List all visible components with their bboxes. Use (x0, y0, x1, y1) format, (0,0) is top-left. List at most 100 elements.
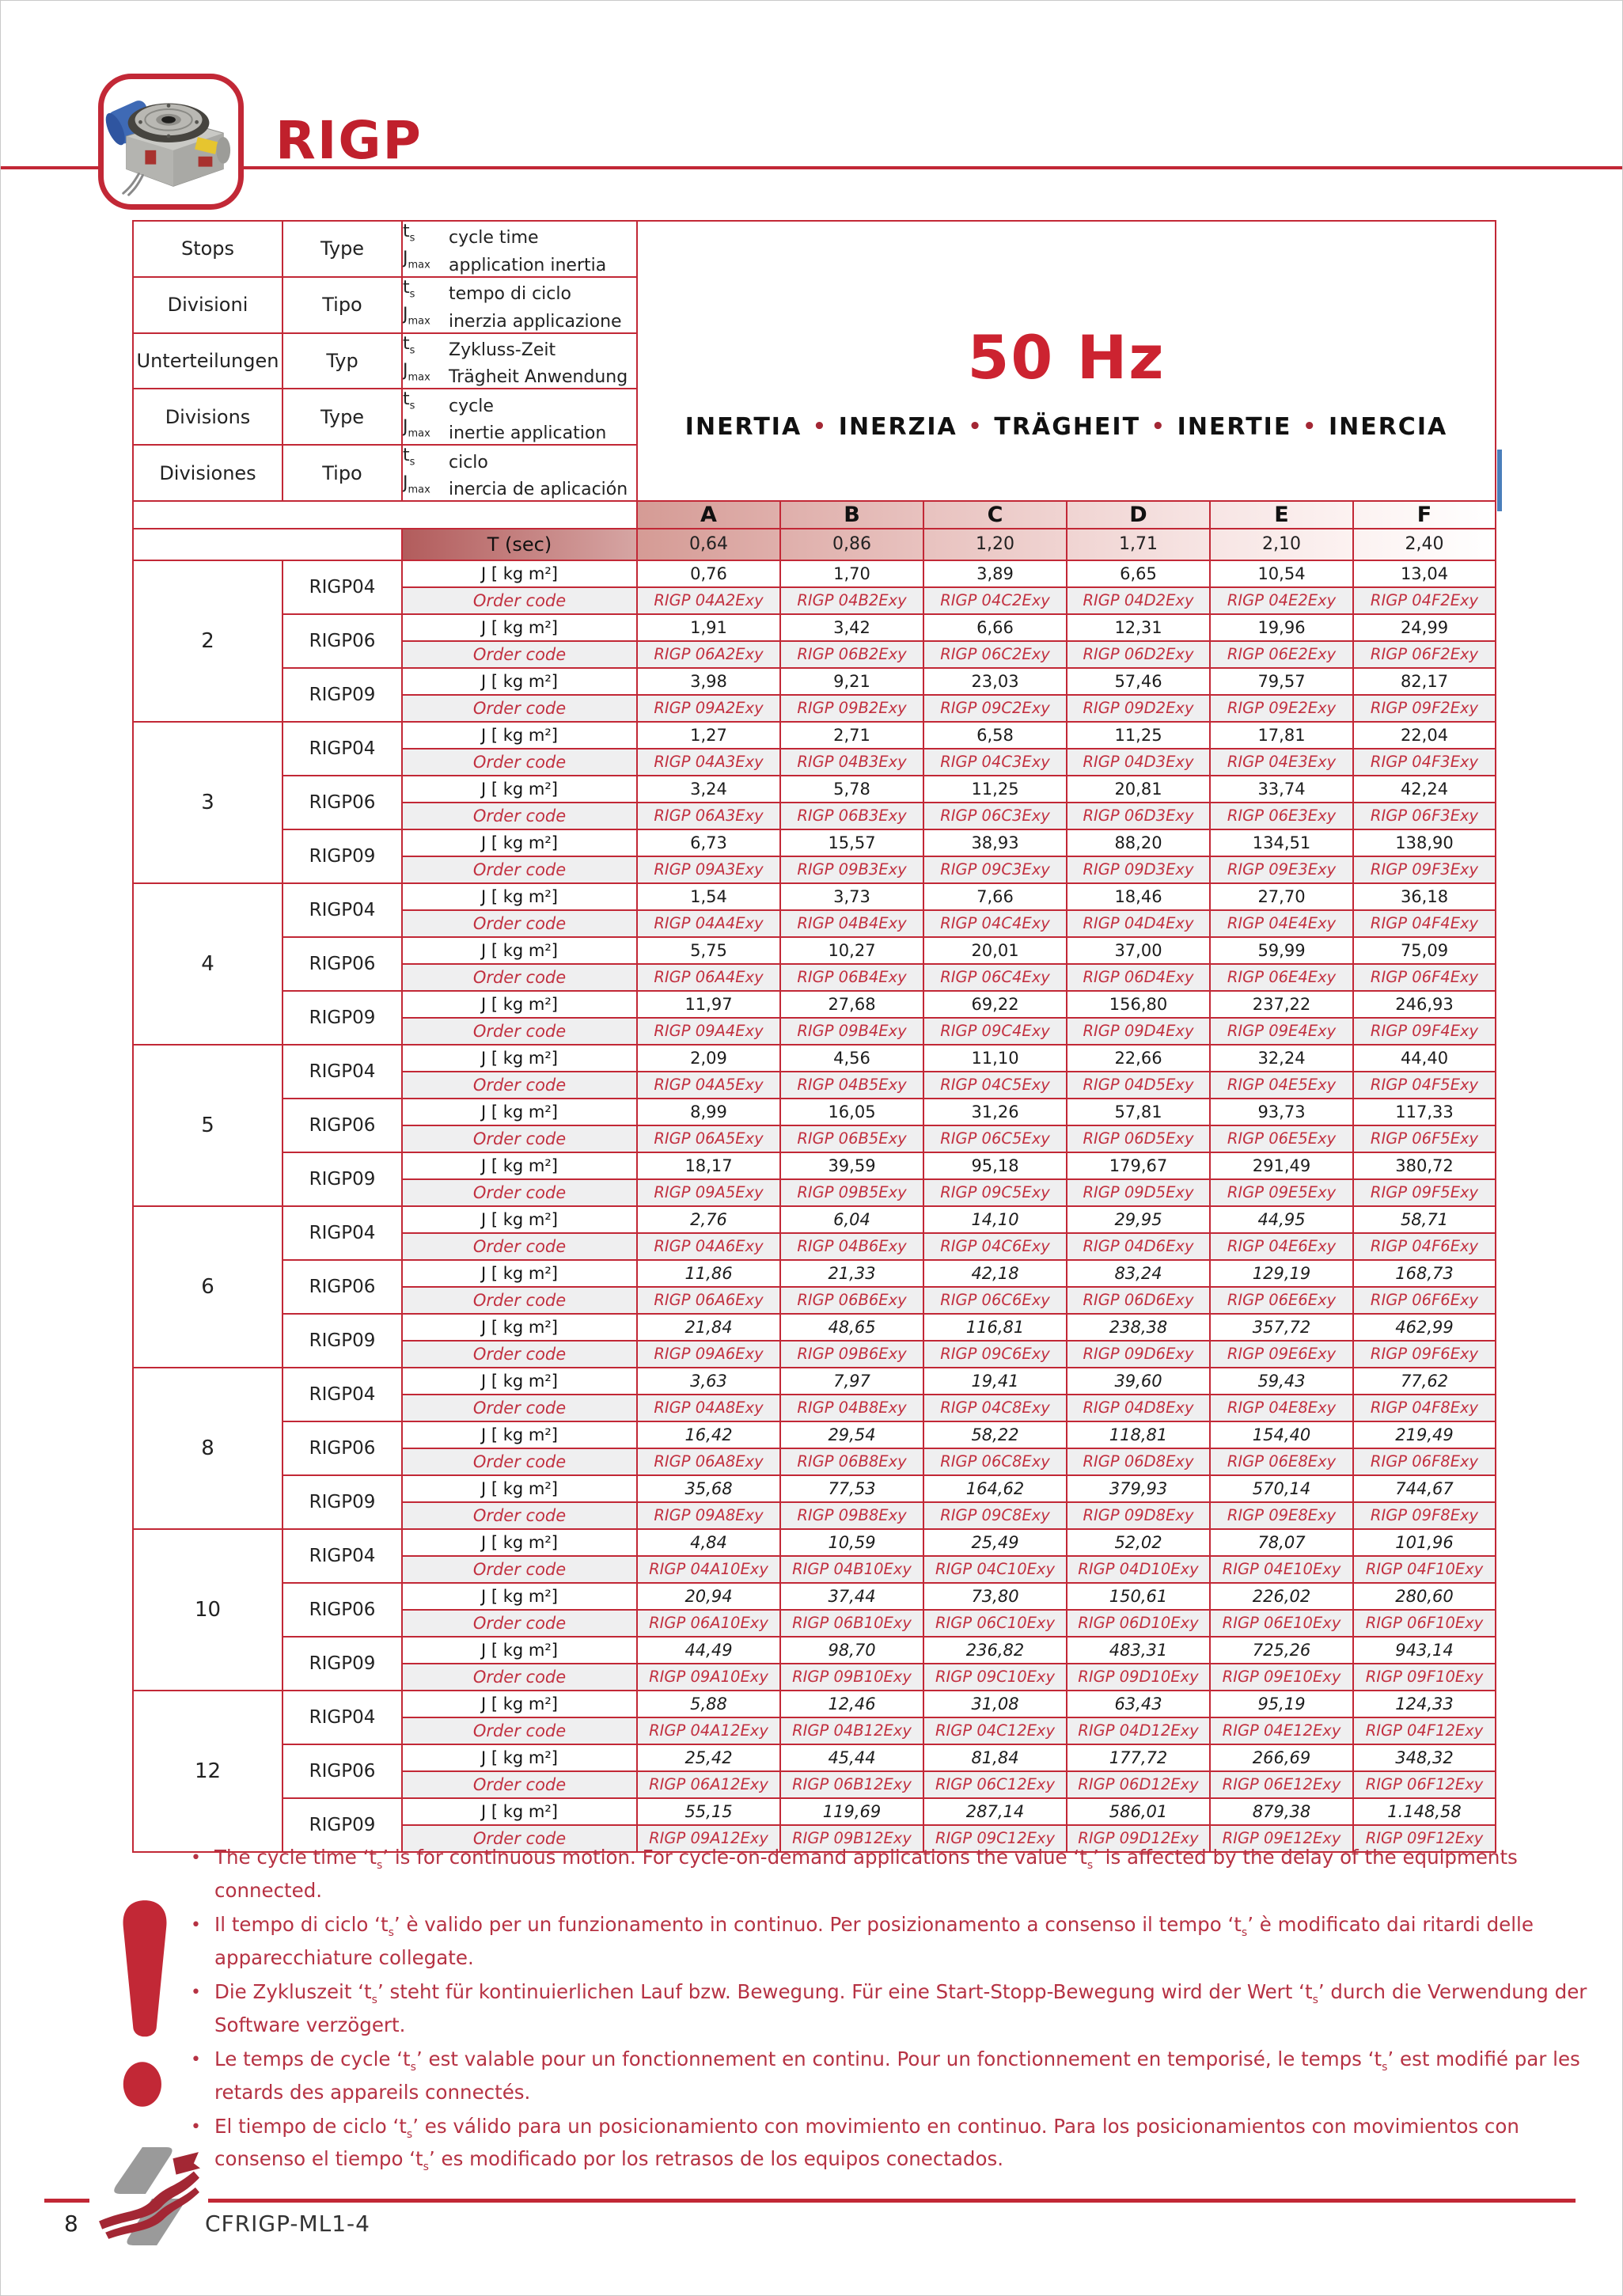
order-code-row-label: Order code (401, 801, 638, 830)
inertia-value-cell: 35,68 (636, 1474, 781, 1503)
order-code-cell: RIGP 04C3Exy (923, 747, 1067, 776)
order-code-cell: RIGP 09B12Exy (779, 1824, 924, 1853)
order-code-cell: RIGP 06E12Exy (1209, 1770, 1354, 1799)
order-code-cell: RIGP 06A3Exy (636, 801, 781, 830)
order-code-cell: RIGP 09A12Exy (636, 1824, 781, 1853)
inertia-value-cell: 129,19 (1209, 1258, 1354, 1288)
order-code-row-label: Order code (401, 1178, 638, 1207)
order-code-cell: RIGP 09E4Exy (1209, 1016, 1354, 1046)
inertia-value-cell: 725,26 (1209, 1635, 1354, 1664)
order-code-cell: RIGP 06F10Exy (1352, 1608, 1496, 1638)
order-code-cell: RIGP 09C8Exy (923, 1501, 1067, 1530)
order-code-cell: RIGP 09C3Exy (923, 855, 1067, 884)
symbol-line: Jmax Trägheit Anwendung (404, 361, 635, 387)
inertia-value-cell: 6,58 (923, 720, 1067, 750)
stops-count-cell: 2 (132, 559, 283, 723)
footnote: • Die Zykluszeit ‘ts’ steht für kontinuie… (191, 1979, 1593, 2038)
order-code-row-label: Order code (401, 747, 638, 776)
order-code-cell: RIGP 06F4Exy (1352, 962, 1496, 992)
order-code-cell: RIGP 09C10Exy (923, 1662, 1067, 1691)
inertia-value-cell: 75,09 (1352, 935, 1496, 965)
inertia-row-label: J [ kg m²] (401, 774, 638, 803)
order-code-row-label: Order code (401, 1339, 638, 1368)
type-cell: RIGP09 (282, 666, 403, 723)
inertia-value-cell: 42,24 (1352, 774, 1496, 803)
inertia-row-label: J [ kg m²] (401, 1635, 638, 1664)
inertia-value-cell: 7,97 (779, 1366, 924, 1395)
order-code-cell: RIGP 04C10Exy (923, 1554, 1067, 1584)
inertia-value-cell: 16,05 (779, 1097, 924, 1126)
t-sec-value: 1,71 (1066, 527, 1211, 561)
symbol: Jmax (403, 416, 430, 440)
bullet-icon: • (191, 1848, 201, 1868)
inertia-value-cell: 45,44 (779, 1743, 924, 1772)
order-code-cell: RIGP 09A3Exy (636, 855, 781, 884)
inertia-value-cell: 586,01 (1066, 1797, 1211, 1826)
inertia-value-cell: 879,38 (1209, 1797, 1354, 1826)
inertia-value-cell: 219,49 (1352, 1420, 1496, 1449)
order-code-cell: RIGP 04D5Exy (1066, 1070, 1211, 1099)
order-code-row-label: Order code (401, 1285, 638, 1315)
header-word-2: Tipo (282, 275, 403, 334)
symbol-line: ts cycle time (404, 222, 635, 249)
order-code-cell: RIGP 04B12Exy (779, 1716, 924, 1745)
header-symbol-descriptions: ts cycle Jmax inertie application (401, 388, 638, 446)
order-code-cell: RIGP 04D2Exy (1066, 586, 1211, 615)
symbol-description: inertie application (449, 423, 607, 444)
header-blue-edge-line (1497, 450, 1502, 511)
order-code-row-label: Order code (401, 1770, 638, 1799)
type-cell: RIGP04 (282, 1689, 403, 1745)
inertia-value-cell: 1,54 (636, 882, 781, 911)
order-code-cell: RIGP 06E5Exy (1209, 1124, 1354, 1153)
t-sec-value: 1,20 (923, 527, 1067, 561)
order-code-cell: RIGP 04E10Exy (1209, 1554, 1354, 1584)
inertia-value-cell: 11,86 (636, 1258, 781, 1288)
order-code-cell: RIGP 09C2Exy (923, 693, 1067, 723)
inertia-row-label: J [ kg m²] (401, 1797, 638, 1826)
inertia-value-cell: 7,66 (923, 882, 1067, 911)
inertia-row-label: J [ kg m²] (401, 613, 638, 642)
type-cell: RIGP04 (282, 1205, 403, 1261)
order-code-cell: RIGP 06C5Exy (923, 1124, 1067, 1153)
inertia-value-cell: 83,24 (1066, 1258, 1211, 1288)
order-code-cell: RIGP 06D4Exy (1066, 962, 1211, 992)
order-code-cell: RIGP 04F8Exy (1352, 1393, 1496, 1422)
order-code-row-label: Order code (401, 1231, 638, 1261)
order-code-cell: RIGP 09E6Exy (1209, 1339, 1354, 1368)
order-code-cell: RIGP 06D5Exy (1066, 1124, 1211, 1153)
order-code-cell: RIGP 06C8Exy (923, 1447, 1067, 1476)
order-code-cell: RIGP 04A10Exy (636, 1554, 781, 1584)
footnote: • Il tempo di ciclo ‘ts’ è valido per un … (191, 1912, 1593, 1971)
order-code-row-label: Order code (401, 693, 638, 723)
order-code-cell: RIGP 09F4Exy (1352, 1016, 1496, 1046)
order-code-cell: RIGP 06A2Exy (636, 639, 781, 669)
header-word-1: Stops (132, 220, 283, 278)
inertia-value-cell: 4,56 (779, 1043, 924, 1072)
inertia-value-cell: 11,97 (636, 989, 781, 1019)
order-code-cell: RIGP 06D3Exy (1066, 801, 1211, 830)
column-header-f: F (1352, 499, 1496, 529)
inertia-value-cell: 4,84 (636, 1528, 781, 1557)
inertia-value-cell: 11,25 (923, 774, 1067, 803)
inertia-row-label: J [ kg m²] (401, 1312, 638, 1342)
symbol-line: Jmax inertie application (403, 416, 635, 444)
order-code-cell: RIGP 04A3Exy (636, 747, 781, 776)
stops-count-cell: 8 (132, 1366, 283, 1530)
symbol: ts (403, 277, 415, 301)
order-code-cell: RIGP 06D10Exy (1066, 1608, 1211, 1638)
order-code-cell: RIGP 04D4Exy (1066, 909, 1211, 938)
inertia-value-cell: 3,89 (923, 559, 1067, 588)
order-code-cell: RIGP 06C4Exy (923, 962, 1067, 992)
order-code-cell: RIGP 06B10Exy (779, 1608, 924, 1638)
symbol-line: ts Zykluss-Zeit (404, 335, 635, 361)
bullet-icon: • (191, 1982, 201, 2002)
column-header-spacer (132, 499, 638, 529)
inertia-value-cell: 15,57 (779, 828, 924, 857)
t-row-spacer (132, 527, 403, 561)
inertia-value-cell: 380,72 (1352, 1151, 1496, 1180)
header-word-2: Tipo (282, 444, 403, 502)
inertia-value-cell: 156,80 (1066, 989, 1211, 1019)
inertia-value-cell: 9,21 (779, 666, 924, 696)
symbol-line: Jmax application inertia (404, 249, 635, 275)
